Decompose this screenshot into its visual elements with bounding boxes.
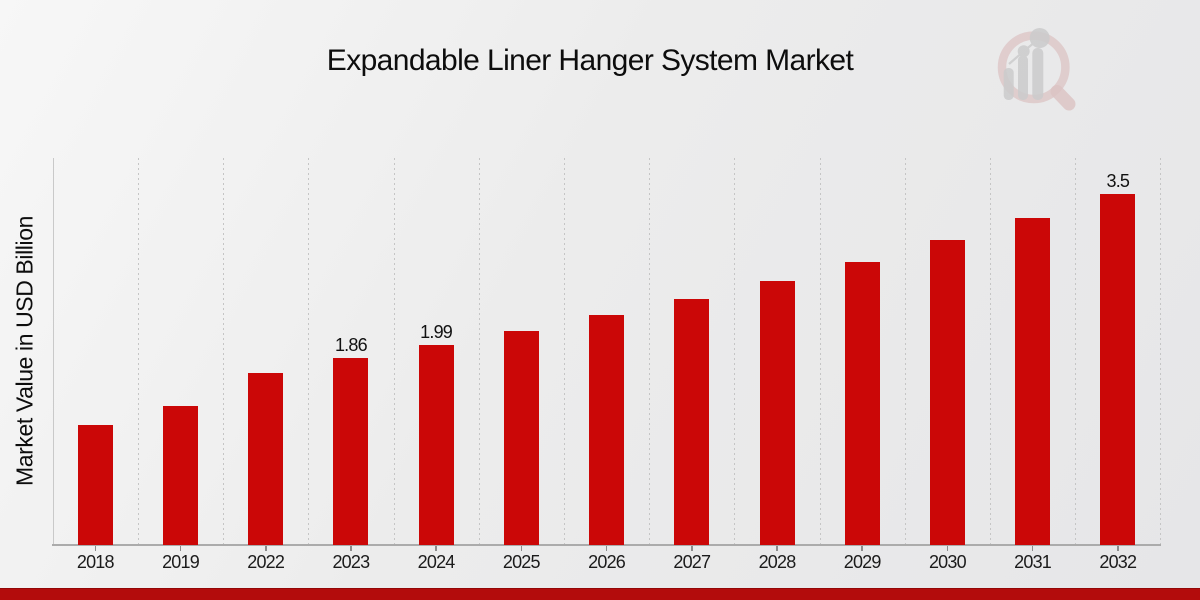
bar-2030 [929,240,965,545]
x-tick [1031,545,1034,551]
bar-2019 [163,405,198,545]
bar-2027 [674,299,710,545]
bar-2024 [418,345,454,545]
x-tick-label-2025: 2025 [502,552,541,572]
logo-trend-line [1008,37,1041,65]
gridline [819,158,821,545]
logo-bar [1018,55,1028,100]
y-axis-line [52,158,54,545]
gridline [904,158,906,545]
x-tick [691,545,693,551]
magnifier-icon [997,31,1076,111]
x-tick [435,545,437,551]
chart-title: Expandable Liner Hanger System Market [326,44,854,77]
bar-2028 [759,281,795,545]
bar-2026 [589,315,625,545]
x-tick [350,545,352,551]
x-tick-label-2026: 2026 [588,552,626,572]
bar-2018 [77,424,113,545]
logo-bar [1003,68,1014,100]
logo-bar [1032,48,1044,100]
gridline [393,158,395,545]
bar-2029 [844,262,880,545]
gridline [223,158,225,545]
magnifier-handle [1050,85,1076,111]
gridline [1075,158,1077,545]
bar-2031 [1015,218,1051,545]
x-tick [605,545,608,551]
x-tick-label-2030: 2030 [928,552,967,572]
x-tick-label-2019: 2019 [162,552,200,572]
gridline [478,158,480,545]
x-tick [946,545,949,551]
bar-2022 [248,372,284,545]
gridline [308,158,310,545]
x-tick [776,545,778,551]
bar-value-label-2024: 1.99 [420,322,453,343]
logo-dot [1029,28,1050,48]
x-tick-label-2024: 2024 [417,552,456,572]
x-tick-label-2032: 2032 [1099,552,1137,572]
x-tick [94,545,96,551]
x-tick-label-2023: 2023 [332,552,370,572]
gridline [1160,158,1162,545]
bar-2032 [1100,193,1136,545]
bar-2023 [333,358,369,545]
gridline [734,158,736,545]
x-tick [520,545,523,551]
bar-value-label-2023: 1.86 [334,335,368,356]
x-tick-label-2031: 2031 [1014,552,1052,572]
x-tick-label-2027: 2027 [673,552,711,572]
gridline [990,158,991,545]
x-tick-label-2029: 2029 [843,552,882,572]
logo-dot [1017,45,1030,58]
gridline [137,158,139,545]
logo-bars-icon [1003,28,1050,100]
gridline [564,158,565,545]
x-tick [1117,545,1119,551]
magnifier-ring-icon [997,31,1070,104]
y-axis-label: Market Value in USD Billion [11,216,38,486]
x-tick [265,545,267,551]
x-tick-label-2028: 2028 [758,552,797,572]
bar-value-label-2032: 3.5 [1106,170,1130,191]
x-tick-label-2018: 2018 [76,552,115,572]
x-tick [861,545,863,551]
x-tick [179,545,182,551]
x-tick-label-2022: 2022 [247,552,285,572]
bar-2025 [503,331,539,545]
gridline [649,158,651,545]
footer-accent-bar [0,588,1200,600]
brand-logo-watermark [997,28,1076,111]
